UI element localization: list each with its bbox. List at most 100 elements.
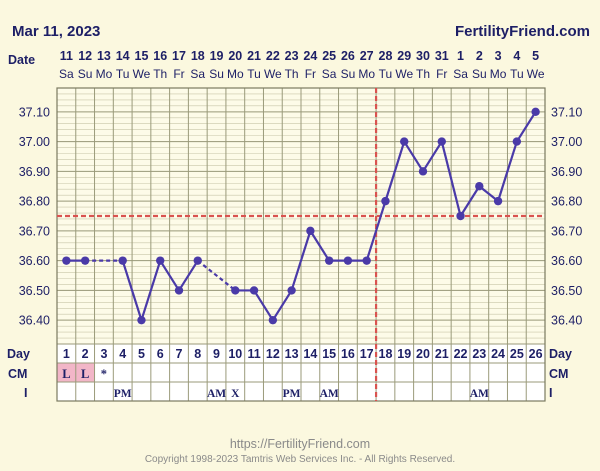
weekday-label: We bbox=[395, 67, 413, 81]
y-tick-label-left: 36.60 bbox=[19, 254, 50, 268]
cycle-day-label: 5 bbox=[138, 347, 145, 361]
cycle-day-label: 13 bbox=[285, 347, 299, 361]
cycle-day-label: 24 bbox=[491, 347, 505, 361]
y-tick-label-right: 36.50 bbox=[551, 284, 582, 298]
temperature-segment bbox=[365, 200, 387, 261]
cycle-day-label: 7 bbox=[176, 347, 183, 361]
temperature-point[interactable] bbox=[231, 286, 240, 295]
day-row-label-left: Day bbox=[7, 347, 30, 361]
cm-highlight-cell bbox=[57, 363, 76, 382]
temperature-point[interactable] bbox=[324, 256, 334, 265]
y-axis-left: 36.40 36.50 36.60 36.70 36.80 36.90 37.00 37.10 bbox=[19, 105, 50, 327]
footer-copyright: Copyright 1998-2023 Tamtris Web Services… bbox=[145, 454, 455, 465]
y-tick-label-left: 36.40 bbox=[19, 314, 50, 328]
temperature-point[interactable] bbox=[437, 137, 446, 146]
weekday-label: Th bbox=[416, 67, 430, 81]
temperature-point[interactable] bbox=[137, 315, 146, 325]
weekday-label: Mo bbox=[227, 67, 244, 81]
temperature-segment bbox=[515, 111, 537, 143]
temperature-point[interactable] bbox=[306, 226, 315, 236]
temperature-point[interactable] bbox=[287, 286, 296, 295]
temperature-point[interactable] bbox=[118, 256, 127, 265]
temperature-point[interactable] bbox=[193, 256, 202, 265]
temperature-point[interactable] bbox=[80, 256, 90, 265]
cm-row-label-left: CM bbox=[8, 367, 27, 381]
cycle-day-label: 18 bbox=[379, 347, 393, 361]
date-label: 27 bbox=[360, 49, 374, 63]
y-tick-label-right: 37.00 bbox=[551, 135, 582, 149]
temperature-point[interactable] bbox=[531, 107, 540, 117]
weekday-label: Sa bbox=[322, 67, 337, 81]
footer-url[interactable]: https://FertilityFriend.com bbox=[230, 437, 370, 451]
temperature-point[interactable] bbox=[62, 256, 71, 265]
intercourse-value: AM bbox=[320, 388, 339, 400]
weekday-label: We bbox=[264, 67, 282, 81]
temperature-point[interactable] bbox=[512, 137, 522, 146]
temperature-segment bbox=[403, 140, 424, 172]
cycle-day-label: 14 bbox=[303, 347, 317, 361]
temperature-point[interactable] bbox=[475, 182, 484, 191]
weekday-label: We bbox=[133, 67, 151, 81]
date-label: 14 bbox=[116, 49, 130, 63]
weekday-label: Sa bbox=[59, 67, 74, 81]
temperature-point[interactable] bbox=[381, 196, 390, 206]
weekday-label: Sa bbox=[453, 67, 468, 81]
temperature-segment bbox=[140, 260, 162, 321]
weekday-label: We bbox=[527, 67, 545, 81]
temperature-point[interactable] bbox=[400, 137, 409, 146]
weekday-label: Th bbox=[285, 67, 299, 81]
y-tick-label-left: 37.00 bbox=[19, 135, 50, 149]
cycle-day-label: 25 bbox=[510, 347, 524, 361]
cycle-day-label: 11 bbox=[247, 347, 260, 361]
temperature-point[interactable] bbox=[362, 256, 371, 265]
cm-row: L L * bbox=[62, 367, 107, 381]
date-label: 11 bbox=[60, 49, 73, 63]
temperature-point[interactable] bbox=[418, 167, 428, 176]
intercourse-value: PM bbox=[283, 388, 301, 400]
cycle-day-label: 1 bbox=[63, 347, 70, 361]
cycle-day-label: 17 bbox=[360, 347, 374, 361]
day-row-label-right: Day bbox=[549, 347, 572, 361]
weekday-label: Fr bbox=[436, 67, 447, 81]
cycle-day-label: 12 bbox=[266, 347, 280, 361]
intercourse-value: AM bbox=[470, 388, 489, 400]
weekday-label: Su bbox=[78, 67, 93, 81]
temperature-point[interactable] bbox=[268, 315, 278, 325]
temperature-point[interactable] bbox=[493, 196, 503, 206]
temperature-segment bbox=[290, 230, 312, 291]
i-row-label-right: I bbox=[549, 386, 552, 400]
y-tick-label-right: 36.80 bbox=[551, 195, 582, 209]
y-tick-label-left: 37.10 bbox=[19, 105, 50, 119]
weekday-label: Fr bbox=[305, 67, 316, 81]
cycle-day-label: 2 bbox=[82, 347, 89, 361]
weekday-label: Tu bbox=[247, 67, 261, 81]
date-label: 17 bbox=[172, 49, 186, 63]
cm-value: * bbox=[101, 367, 107, 381]
date-label: 20 bbox=[228, 49, 242, 63]
weekday-label: Tu bbox=[379, 67, 393, 81]
temperature-point[interactable] bbox=[156, 256, 165, 265]
date-label: 1 bbox=[457, 49, 464, 63]
weekday-label: Th bbox=[153, 67, 167, 81]
grid bbox=[56, 87, 546, 402]
date-label: 21 bbox=[247, 49, 261, 63]
brand-link[interactable]: FertilityFriend.com bbox=[455, 23, 590, 40]
weekday-label: Tu bbox=[116, 67, 130, 81]
cycle-day-label: 21 bbox=[435, 347, 449, 361]
y-tick-label-left: 36.90 bbox=[19, 165, 50, 179]
cycle-day-label: 23 bbox=[472, 347, 486, 361]
cycle-day-label: 19 bbox=[397, 347, 411, 361]
date-label: 26 bbox=[341, 49, 355, 63]
date-label: 19 bbox=[210, 49, 224, 63]
temperature-segment bbox=[253, 289, 274, 321]
temperature-point[interactable] bbox=[343, 256, 353, 265]
y-tick-label-left: 36.50 bbox=[19, 284, 50, 298]
temperature-point[interactable] bbox=[249, 286, 259, 295]
weekday-label: Mo bbox=[358, 67, 375, 81]
temperature-point[interactable] bbox=[456, 211, 465, 221]
cm-highlight-cell bbox=[75, 363, 95, 382]
cycle-day-label: 16 bbox=[341, 347, 355, 361]
date-label: 18 bbox=[191, 49, 205, 63]
temperature-point[interactable] bbox=[174, 286, 184, 295]
weekday-label: Sa bbox=[190, 67, 205, 81]
